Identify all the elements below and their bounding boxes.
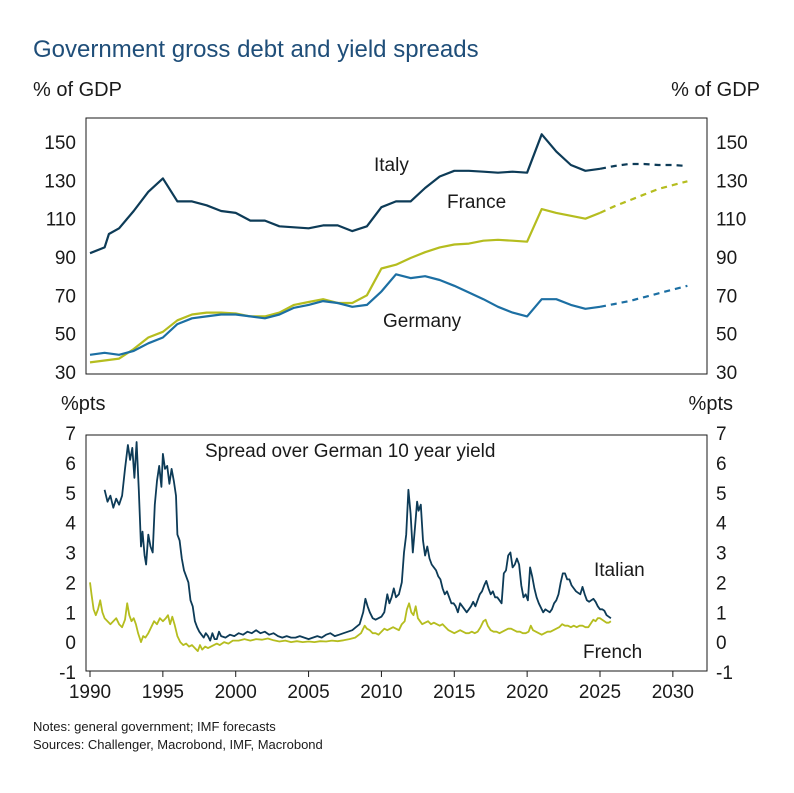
x-tick-label: 2025 — [579, 682, 621, 703]
bottom-right-axis-unit: %pts — [689, 393, 733, 415]
top-left-tick-label: 110 — [46, 210, 76, 231]
top-left-tick-label: 70 — [55, 286, 76, 307]
series-forecast-germany — [599, 284, 688, 308]
series-forecast-france — [599, 180, 688, 214]
label-germany: Germany — [383, 311, 462, 332]
x-tick-label: 2000 — [215, 682, 257, 703]
bottom-right-tick-label: 5 — [716, 484, 727, 505]
sources-text: Sources: Challenger, Macrobond, IMF, Mac… — [33, 737, 323, 752]
x-tick-label: 2010 — [360, 682, 402, 703]
notes-text: Notes: general government; IMF forecasts — [33, 719, 276, 734]
bottom-plot-frame — [85, 434, 708, 672]
bottom-series-lines — [89, 441, 612, 652]
bottom-left-tick-label: 3 — [65, 544, 76, 565]
bottom-left-tick-label: 0 — [65, 633, 76, 654]
bottom-left-tick-label: 2 — [65, 573, 76, 594]
bottom-right-tick-labels: -1 0 1 2 3 4 5 6 7 — [716, 424, 733, 684]
series-line-italy — [89, 133, 601, 255]
bottom-right-tick-label: 7 — [716, 424, 727, 445]
bottom-left-tick-label: 7 — [65, 424, 76, 445]
series-line-italian — [103, 441, 612, 642]
bottom-right-tick-label: 4 — [716, 514, 727, 535]
top-right-tick-labels: 30 50 70 90 110 130 150 — [716, 133, 748, 384]
top-left-tick-label: 30 — [55, 363, 76, 384]
bottom-panel: %pts %pts Spread over German 10 year yie… — [59, 393, 733, 703]
bottom-left-tick-label: -1 — [59, 663, 76, 684]
label-france: France — [447, 192, 506, 213]
bottom-left-tick-label: 1 — [65, 603, 76, 624]
bottom-chart-title: Spread over German 10 year yield — [205, 441, 495, 462]
x-tick-label: 2030 — [652, 682, 694, 703]
chart-title: Government gross debt and yield spreads — [33, 36, 479, 63]
bottom-left-tick-label: 5 — [65, 484, 76, 505]
x-tick-label: 2015 — [433, 682, 475, 703]
top-panel: % of GDP % of GDP 30 50 70 90 110 130 150 30 50… — [33, 79, 760, 384]
top-left-tick-label: 130 — [44, 171, 76, 192]
x-tick-label: 2020 — [506, 682, 548, 703]
top-right-tick-label: 50 — [716, 325, 737, 346]
bottom-right-tick-label: 2 — [716, 573, 727, 594]
top-left-tick-label: 150 — [44, 133, 76, 154]
top-left-tick-labels: 30 50 70 90 110 130 150 — [44, 133, 76, 384]
bottom-left-tick-labels: -1 0 1 2 3 4 5 6 7 — [59, 424, 76, 684]
top-left-tick-label: 90 — [55, 248, 76, 269]
top-right-tick-label: 130 — [716, 171, 748, 192]
series-line-germany — [89, 273, 601, 356]
bottom-right-tick-label: -1 — [716, 663, 733, 684]
top-right-tick-label: 150 — [716, 133, 748, 154]
top-left-tick-label: 50 — [55, 325, 76, 346]
series-line-french — [89, 582, 612, 652]
bottom-left-tick-label: 4 — [65, 514, 76, 535]
top-right-tick-label: 90 — [716, 248, 737, 269]
series-line-france — [89, 208, 601, 364]
x-tick-label: 2005 — [287, 682, 329, 703]
bottom-right-tick-label: 6 — [716, 454, 727, 475]
bottom-left-tick-label: 6 — [65, 454, 76, 475]
bottom-right-tick-label: 3 — [716, 544, 727, 565]
top-series-lines — [89, 133, 688, 364]
top-right-tick-label: 70 — [716, 286, 737, 307]
series-forecast-italy — [599, 162, 688, 170]
bottom-right-tick-label: 0 — [716, 633, 727, 654]
label-italy: Italy — [374, 155, 409, 176]
x-tick-label: 1990 — [69, 682, 111, 703]
x-axis-tick-labels: 1990 1995 2000 2005 2010 2015 2020 2025 2030 — [69, 671, 694, 703]
x-tick-label: 1995 — [142, 682, 184, 703]
label-french: French — [583, 642, 642, 663]
bottom-left-axis-unit: %pts — [61, 393, 105, 415]
bottom-right-tick-label: 1 — [716, 603, 727, 624]
label-italian: Italian — [594, 560, 645, 581]
top-plot-frame — [85, 117, 708, 375]
top-right-axis-unit: % of GDP — [671, 79, 760, 101]
top-right-tick-label: 110 — [716, 210, 746, 231]
top-right-tick-label: 30 — [716, 363, 737, 384]
top-left-axis-unit: % of GDP — [33, 79, 122, 101]
